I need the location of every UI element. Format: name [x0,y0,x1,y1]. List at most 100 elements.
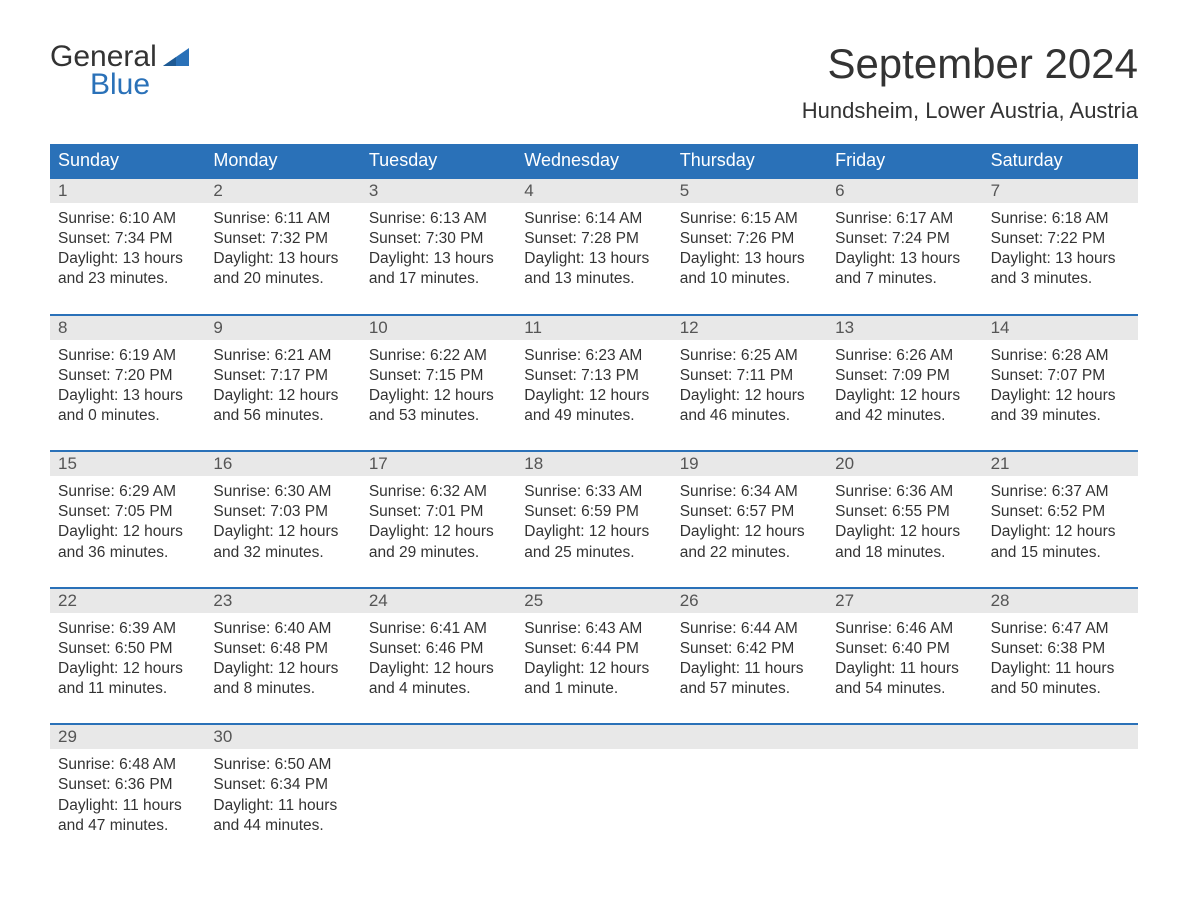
day-line-sr: Sunrise: 6:19 AM [58,346,197,366]
day-cell: 27Sunrise: 6:46 AMSunset: 6:40 PMDayligh… [827,587,982,724]
day-line-ss: Sunset: 6:42 PM [680,639,819,659]
day-line-ss: Sunset: 7:30 PM [369,229,508,249]
day-details: Sunrise: 6:17 AMSunset: 7:24 PMDaylight:… [827,203,982,290]
day-number: 29 [50,723,205,749]
day-line-sr: Sunrise: 6:13 AM [369,209,508,229]
day-line-ss: Sunset: 6:34 PM [213,775,352,795]
flag-icon [163,48,189,66]
day-line-d1: Daylight: 11 hours [680,659,819,679]
calendar-grid: Sunday Monday Tuesday Wednesday Thursday… [50,144,1138,860]
day-line-sr: Sunrise: 6:23 AM [524,346,663,366]
day-cell: 2Sunrise: 6:11 AMSunset: 7:32 PMDaylight… [205,177,360,314]
day-line-d1: Daylight: 12 hours [991,386,1130,406]
day-line-ss: Sunset: 6:36 PM [58,775,197,795]
day-line-d2: and 47 minutes. [58,816,197,836]
day-cell: 5Sunrise: 6:15 AMSunset: 7:26 PMDaylight… [672,177,827,314]
day-details: Sunrise: 6:46 AMSunset: 6:40 PMDaylight:… [827,613,982,700]
week-row: 15Sunrise: 6:29 AMSunset: 7:05 PMDayligh… [50,450,1138,587]
location-text: Hundsheim, Lower Austria, Austria [802,98,1138,124]
day-number: 26 [672,587,827,613]
day-line-ss: Sunset: 6:44 PM [524,639,663,659]
day-line-sr: Sunrise: 6:37 AM [991,482,1130,502]
day-number: 7 [983,177,1138,203]
day-cell: 24Sunrise: 6:41 AMSunset: 6:46 PMDayligh… [361,587,516,724]
empty-day-cell [672,723,827,860]
week-row: 8Sunrise: 6:19 AMSunset: 7:20 PMDaylight… [50,314,1138,451]
day-line-sr: Sunrise: 6:18 AM [991,209,1130,229]
day-cell: 1Sunrise: 6:10 AMSunset: 7:34 PMDaylight… [50,177,205,314]
day-cell: 16Sunrise: 6:30 AMSunset: 7:03 PMDayligh… [205,450,360,587]
day-number: 28 [983,587,1138,613]
day-details: Sunrise: 6:44 AMSunset: 6:42 PMDaylight:… [672,613,827,700]
weekday-header: Sunday [50,144,205,177]
day-number: 21 [983,450,1138,476]
day-details: Sunrise: 6:18 AMSunset: 7:22 PMDaylight:… [983,203,1138,290]
day-line-d2: and 7 minutes. [835,269,974,289]
day-line-d1: Daylight: 13 hours [524,249,663,269]
day-line-ss: Sunset: 6:52 PM [991,502,1130,522]
day-details: Sunrise: 6:25 AMSunset: 7:11 PMDaylight:… [672,340,827,427]
empty-day-bar [827,723,982,749]
calendar-page: General Blue September 2024 Hundsheim, L… [0,0,1188,900]
day-line-d2: and 44 minutes. [213,816,352,836]
day-line-sr: Sunrise: 6:32 AM [369,482,508,502]
day-details: Sunrise: 6:47 AMSunset: 6:38 PMDaylight:… [983,613,1138,700]
day-details: Sunrise: 6:32 AMSunset: 7:01 PMDaylight:… [361,476,516,563]
day-line-d2: and 49 minutes. [524,406,663,426]
day-line-sr: Sunrise: 6:43 AM [524,619,663,639]
day-line-sr: Sunrise: 6:14 AM [524,209,663,229]
day-line-ss: Sunset: 7:09 PM [835,366,974,386]
day-number: 16 [205,450,360,476]
day-cell: 12Sunrise: 6:25 AMSunset: 7:11 PMDayligh… [672,314,827,451]
page-header: General Blue September 2024 Hundsheim, L… [50,40,1138,136]
day-line-d1: Daylight: 12 hours [213,386,352,406]
day-number: 27 [827,587,982,613]
day-line-d1: Daylight: 11 hours [991,659,1130,679]
day-line-ss: Sunset: 7:24 PM [835,229,974,249]
day-line-d2: and 13 minutes. [524,269,663,289]
day-line-d1: Daylight: 12 hours [680,386,819,406]
day-line-d1: Daylight: 12 hours [835,386,974,406]
day-number: 13 [827,314,982,340]
day-number: 24 [361,587,516,613]
day-line-d1: Daylight: 12 hours [524,522,663,542]
day-cell: 29Sunrise: 6:48 AMSunset: 6:36 PMDayligh… [50,723,205,860]
day-cell: 28Sunrise: 6:47 AMSunset: 6:38 PMDayligh… [983,587,1138,724]
day-line-d2: and 4 minutes. [369,679,508,699]
day-line-d2: and 54 minutes. [835,679,974,699]
week-row: 29Sunrise: 6:48 AMSunset: 6:36 PMDayligh… [50,723,1138,860]
day-number: 14 [983,314,1138,340]
day-details: Sunrise: 6:43 AMSunset: 6:44 PMDaylight:… [516,613,671,700]
empty-day-bar [361,723,516,749]
day-line-ss: Sunset: 6:38 PM [991,639,1130,659]
day-line-d1: Daylight: 13 hours [58,249,197,269]
day-number: 9 [205,314,360,340]
day-line-d2: and 0 minutes. [58,406,197,426]
day-line-d1: Daylight: 12 hours [369,386,508,406]
day-number: 2 [205,177,360,203]
day-line-sr: Sunrise: 6:50 AM [213,755,352,775]
day-line-d2: and 29 minutes. [369,543,508,563]
day-cell: 26Sunrise: 6:44 AMSunset: 6:42 PMDayligh… [672,587,827,724]
week-row: 1Sunrise: 6:10 AMSunset: 7:34 PMDaylight… [50,177,1138,314]
day-cell: 8Sunrise: 6:19 AMSunset: 7:20 PMDaylight… [50,314,205,451]
empty-day-cell [983,723,1138,860]
day-details: Sunrise: 6:28 AMSunset: 7:07 PMDaylight:… [983,340,1138,427]
day-line-d1: Daylight: 12 hours [213,659,352,679]
week-row: 22Sunrise: 6:39 AMSunset: 6:50 PMDayligh… [50,587,1138,724]
empty-day-bar [983,723,1138,749]
day-cell: 22Sunrise: 6:39 AMSunset: 6:50 PMDayligh… [50,587,205,724]
day-number: 12 [672,314,827,340]
day-line-ss: Sunset: 6:40 PM [835,639,974,659]
day-number: 1 [50,177,205,203]
day-line-d2: and 23 minutes. [58,269,197,289]
day-line-ss: Sunset: 7:11 PM [680,366,819,386]
empty-day-cell [827,723,982,860]
day-cell: 15Sunrise: 6:29 AMSunset: 7:05 PMDayligh… [50,450,205,587]
day-line-sr: Sunrise: 6:33 AM [524,482,663,502]
day-details: Sunrise: 6:50 AMSunset: 6:34 PMDaylight:… [205,749,360,836]
day-number: 19 [672,450,827,476]
day-details: Sunrise: 6:40 AMSunset: 6:48 PMDaylight:… [205,613,360,700]
day-line-sr: Sunrise: 6:34 AM [680,482,819,502]
weekday-header: Friday [827,144,982,177]
